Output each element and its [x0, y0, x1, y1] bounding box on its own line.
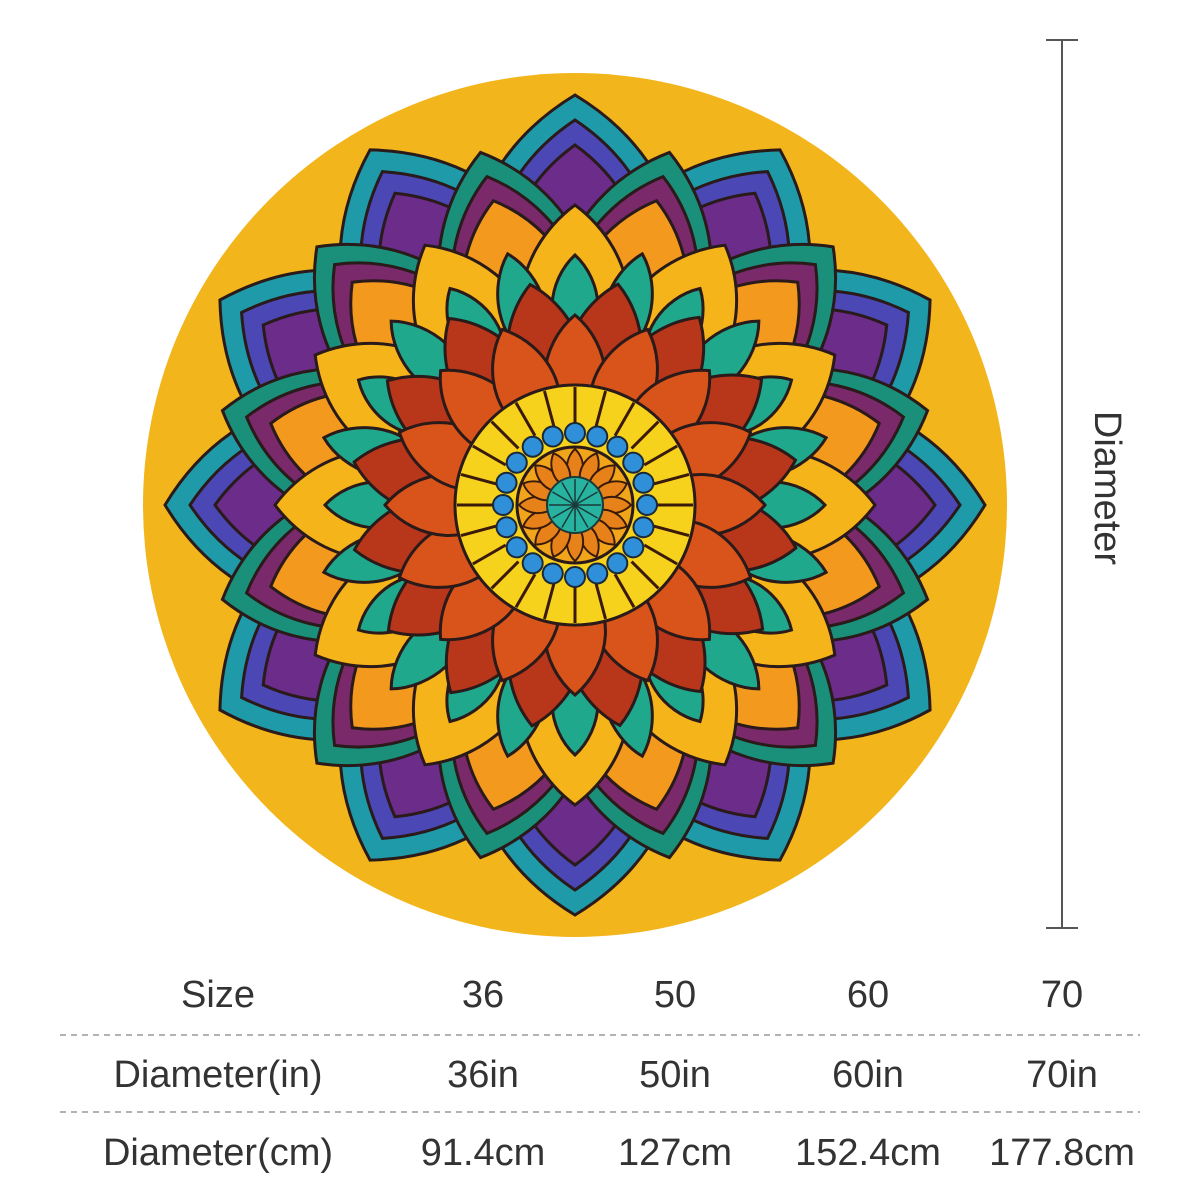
ray [490, 420, 520, 450]
mandala [163, 93, 987, 917]
dimension-label: Diameter [1086, 411, 1128, 565]
cell: 50in [639, 1054, 711, 1096]
ray [460, 473, 499, 486]
ray [630, 560, 660, 590]
bead [586, 425, 609, 448]
core-line [561, 504, 576, 528]
bead [622, 451, 645, 474]
bead [495, 471, 518, 494]
ray [472, 444, 507, 467]
core-line [552, 491, 576, 506]
ray [594, 390, 607, 429]
ray [594, 581, 607, 620]
bead [586, 562, 609, 585]
bead [606, 435, 629, 458]
cell: 60in [832, 1054, 904, 1096]
bead [541, 425, 564, 448]
cell: 127cm [618, 1132, 732, 1174]
cell: 70in [1026, 1054, 1098, 1096]
bead [622, 536, 645, 559]
ray [460, 524, 499, 537]
cell: 36 [462, 974, 504, 1016]
ray [543, 581, 556, 620]
cell: 152.4cm [795, 1132, 941, 1174]
ray [651, 524, 690, 537]
bead [521, 552, 544, 575]
ray [490, 560, 520, 590]
bead [505, 451, 528, 474]
bead [541, 562, 564, 585]
ray [630, 420, 660, 450]
bead [564, 566, 586, 588]
bead [492, 494, 514, 516]
ray [543, 390, 556, 429]
ray [613, 573, 636, 608]
ray [514, 402, 537, 437]
row-label: Diameter(cm) [103, 1132, 333, 1174]
ray [514, 573, 537, 608]
core-line [574, 504, 598, 519]
bead [505, 536, 528, 559]
row-label: Diameter(in) [113, 1054, 322, 1096]
cell: 177.8cm [989, 1132, 1135, 1174]
core-line [574, 482, 589, 506]
core-line [561, 482, 576, 506]
cell: 36in [447, 1054, 519, 1096]
bead [632, 471, 655, 494]
cell: 60 [847, 974, 889, 1016]
ray [613, 402, 636, 437]
row-label: Size [181, 974, 255, 1016]
cell: 50 [654, 974, 696, 1016]
size-table: Size 36 50 60 70 Diameter(in) 36in 50in 60in 70in… [103, 974, 1135, 1174]
bead [521, 435, 544, 458]
bead [495, 516, 518, 539]
bead [632, 516, 655, 539]
bead [606, 552, 629, 575]
core-line [552, 504, 576, 519]
cell: 91.4cm [421, 1132, 546, 1174]
cell: 70 [1041, 974, 1083, 1016]
dimension-line [1046, 39, 1078, 929]
bead [636, 494, 658, 516]
ray [472, 543, 507, 566]
core-line [574, 504, 589, 528]
bead [564, 422, 586, 444]
ray [651, 473, 690, 486]
core-line [574, 491, 598, 506]
ray [643, 444, 678, 467]
ray [643, 543, 678, 566]
